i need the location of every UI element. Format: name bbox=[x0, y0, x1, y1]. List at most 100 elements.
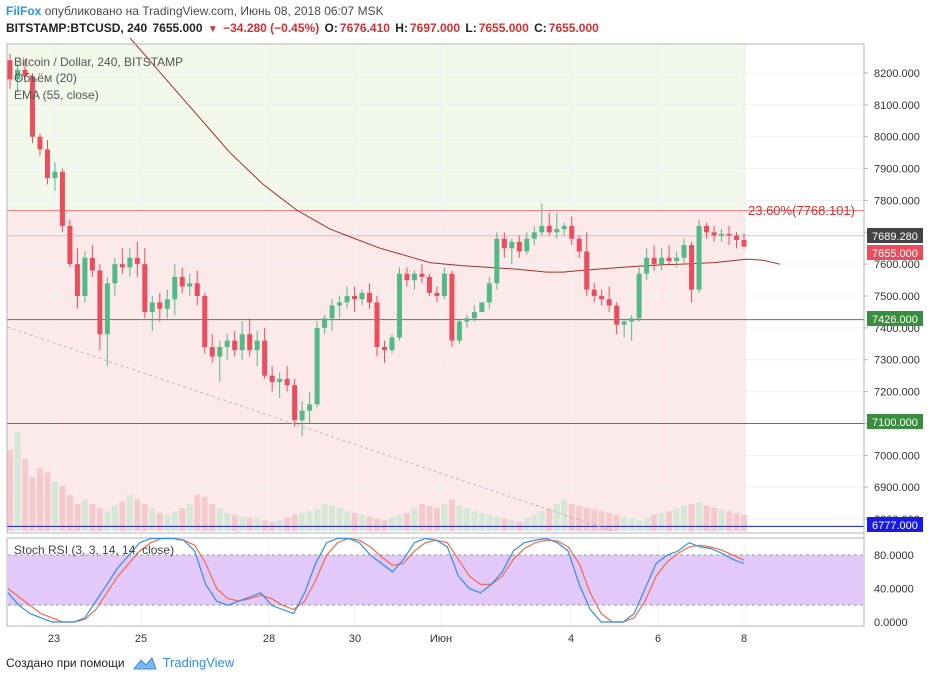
volume-bar bbox=[553, 504, 560, 531]
time-tick-label: 30 bbox=[349, 633, 361, 645]
price-tick-label: 7600.000 bbox=[874, 259, 920, 271]
price-axis[interactable]: 8200.000 8100.000 8000.000 7900.000 7800.000… bbox=[864, 68, 920, 526]
time-tick-label: Июн bbox=[430, 633, 452, 645]
candle-body bbox=[22, 69, 28, 77]
svg-text:7100.000: 7100.000 bbox=[872, 417, 918, 429]
svg-text:7426.000: 7426.000 bbox=[872, 314, 918, 326]
candle-body bbox=[524, 238, 530, 252]
volume-bar bbox=[441, 504, 448, 531]
candle-body bbox=[82, 257, 88, 297]
candle-body bbox=[307, 404, 313, 411]
volume-bar bbox=[696, 502, 703, 531]
volume-bar bbox=[246, 517, 253, 531]
volume-bar bbox=[493, 516, 500, 531]
candle-body bbox=[651, 257, 657, 265]
volume-bar bbox=[546, 508, 553, 531]
volume-bar bbox=[29, 477, 36, 531]
candle-body bbox=[269, 375, 275, 383]
author-name[interactable]: FilFox bbox=[6, 4, 42, 18]
volume-bar bbox=[418, 504, 425, 531]
time-tick-label: 6 bbox=[655, 633, 661, 645]
publication-info: опубликовано на TradingView.com, Июнь 08… bbox=[44, 4, 384, 18]
volume-bar bbox=[433, 507, 440, 531]
footer-created-label: Создано при помощи bbox=[6, 655, 125, 670]
candle-body bbox=[636, 273, 642, 319]
candle-body bbox=[172, 276, 178, 300]
volume-bar bbox=[44, 472, 51, 531]
volume-bar bbox=[606, 513, 613, 531]
candle-body bbox=[44, 149, 50, 179]
volume-bar bbox=[329, 505, 336, 531]
volume-bars bbox=[7, 432, 747, 531]
candle-body bbox=[7, 60, 13, 80]
candle-body bbox=[97, 270, 103, 335]
volume-bar bbox=[74, 504, 81, 531]
ema-line bbox=[129, 37, 781, 273]
volume-bar bbox=[381, 520, 388, 531]
candle-body bbox=[299, 410, 305, 421]
stoch-tick-label: 0.0000 bbox=[874, 617, 908, 629]
volume-bar bbox=[351, 513, 358, 531]
volume-bar bbox=[658, 513, 665, 531]
tradingview-link[interactable]: TradingView bbox=[132, 655, 234, 670]
volume-bar bbox=[126, 495, 133, 531]
volume-bar bbox=[321, 504, 328, 531]
candle-body bbox=[584, 251, 590, 290]
fib-zone-lower bbox=[7, 211, 746, 531]
price-tick-label: 7800.000 bbox=[874, 195, 920, 207]
candle-body bbox=[674, 257, 680, 261]
volume-legend: Объём (20) bbox=[14, 71, 77, 85]
fib-zone-upper bbox=[7, 44, 746, 211]
volume-bar bbox=[613, 514, 620, 531]
candle-body bbox=[494, 238, 500, 284]
candle-body bbox=[501, 238, 507, 249]
candle-body bbox=[329, 305, 335, 319]
volume-bar bbox=[231, 514, 238, 531]
time-axis[interactable]: 23 25 28 30 Июн 4 6 8 bbox=[48, 633, 747, 645]
candle-body bbox=[344, 296, 350, 303]
candle-body bbox=[89, 257, 95, 271]
candle-body bbox=[464, 318, 470, 322]
volume-bar bbox=[538, 511, 545, 531]
volume-bar bbox=[306, 511, 313, 531]
trend-line[interactable] bbox=[6, 326, 616, 533]
volume-bar bbox=[396, 514, 403, 531]
candle-body bbox=[14, 69, 20, 80]
candle-body bbox=[426, 276, 432, 293]
volume-bar bbox=[111, 505, 118, 531]
candle-body bbox=[606, 299, 612, 306]
candle-body bbox=[404, 273, 410, 281]
high-label: H: bbox=[395, 21, 408, 35]
candle-body bbox=[194, 283, 200, 297]
price-tick-label: 8100.000 bbox=[874, 100, 920, 112]
candle-body bbox=[441, 273, 447, 297]
volume-bar bbox=[576, 505, 583, 531]
candle-body bbox=[449, 273, 455, 341]
price-badge-resistance: 7689.280 bbox=[867, 228, 923, 243]
volume-bar bbox=[36, 468, 43, 531]
volume-bar bbox=[651, 514, 658, 531]
volume-bar bbox=[179, 508, 186, 531]
volume-bar bbox=[14, 432, 21, 531]
volume-bar bbox=[171, 511, 178, 531]
volume-bar bbox=[66, 495, 73, 531]
volume-bar bbox=[104, 511, 111, 531]
volume-bar bbox=[733, 513, 740, 531]
volume-bar bbox=[149, 508, 156, 531]
grid bbox=[7, 44, 864, 626]
volume-bar bbox=[478, 513, 485, 531]
volume-bar bbox=[81, 499, 88, 531]
volume-bar bbox=[119, 501, 126, 531]
candle-body bbox=[434, 292, 440, 297]
volume-bar bbox=[403, 513, 410, 531]
candle-body bbox=[411, 273, 417, 281]
volume-bar bbox=[636, 520, 643, 531]
candle-body bbox=[726, 233, 732, 236]
candle-body bbox=[516, 241, 522, 252]
price-tick-label: 8000.000 bbox=[874, 132, 920, 144]
candle-body bbox=[292, 385, 298, 421]
candle-body bbox=[112, 264, 118, 284]
time-tick-label: 4 bbox=[568, 633, 574, 645]
volume-bar bbox=[51, 481, 58, 531]
